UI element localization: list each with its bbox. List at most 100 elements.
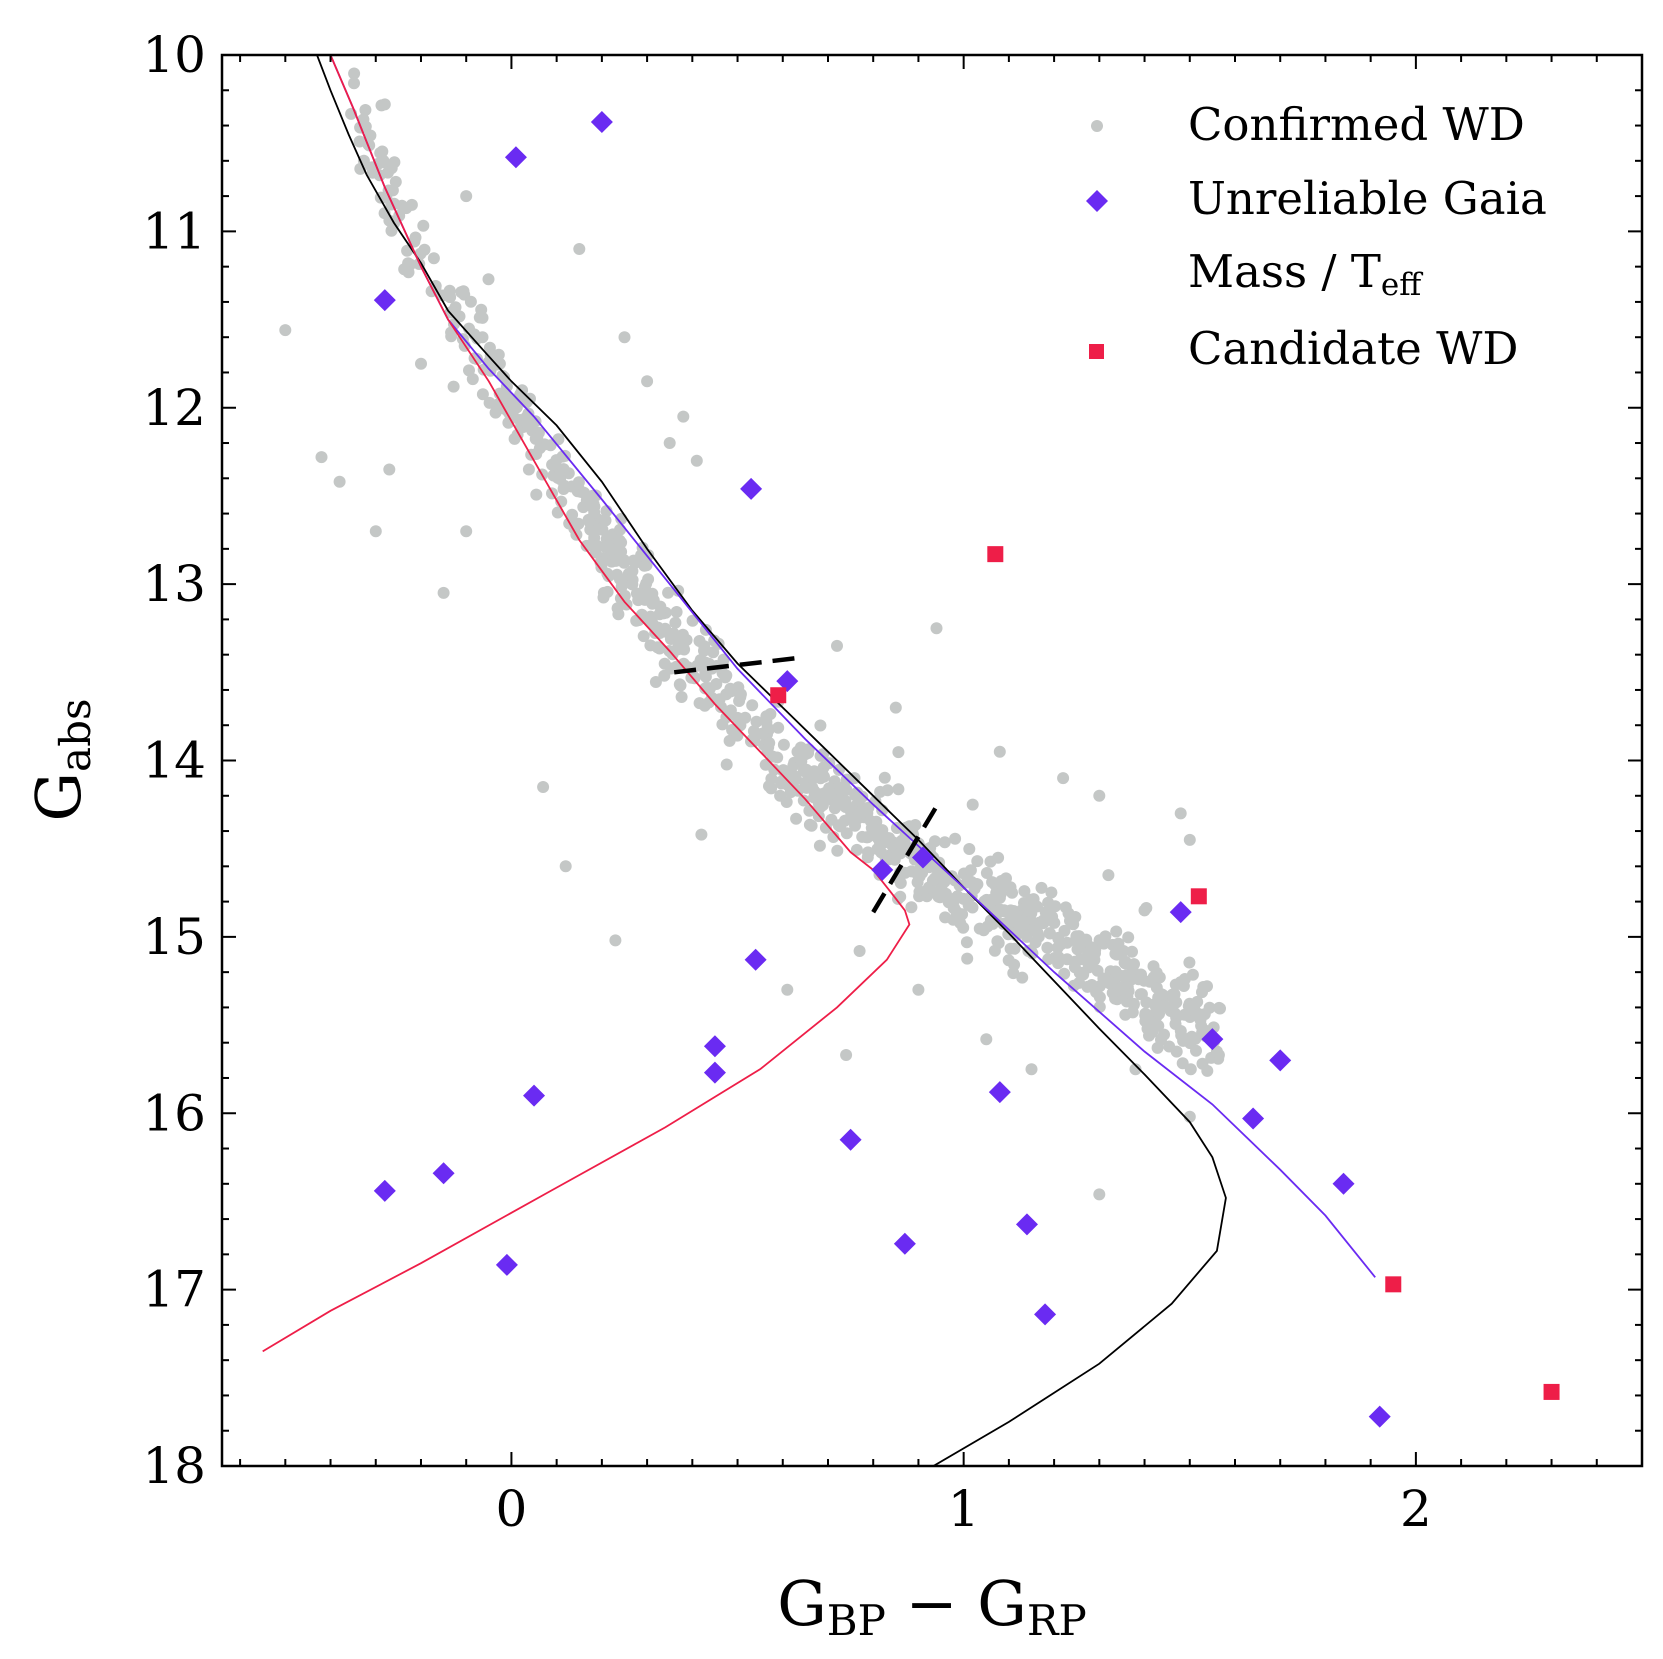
confirmed-wd-point <box>988 944 1001 957</box>
confirmed-wd-point <box>772 721 785 734</box>
confirmed-wd-point <box>531 432 544 444</box>
confirmed-wd-point <box>508 432 521 445</box>
confirmed-wd-point <box>1176 1057 1189 1070</box>
confirmed-wd-point <box>1178 973 1191 985</box>
confirmed-wd-point <box>780 796 793 808</box>
confirmed-wd-point <box>833 763 845 776</box>
legend-label-candidate: Candidate WD <box>1188 322 1518 375</box>
confirmed-wd-point <box>1213 1001 1226 1014</box>
unreliable-gaia-point <box>744 948 767 971</box>
confirmed-wd-point <box>573 243 586 255</box>
confirmed-wd-point <box>1085 941 1098 954</box>
confirmed-wd-point <box>1139 1009 1152 1022</box>
confirmed-wd-point <box>790 812 803 825</box>
confirmed-wd-point <box>1055 938 1068 950</box>
confirmed-wd-point <box>640 559 653 572</box>
confirmed-wd-point <box>1141 1022 1154 1035</box>
confirmed-wd-point <box>912 869 925 882</box>
confirmed-wd-point <box>1035 881 1048 894</box>
confirmed-wd-point <box>315 451 328 464</box>
confirmed-wd-point <box>963 843 976 855</box>
confirmed-wd-point <box>1029 936 1042 949</box>
confirmed-wd-point <box>977 924 990 937</box>
confirmed-wd-point <box>986 876 999 889</box>
confirmed-wd-point <box>1190 1044 1202 1057</box>
confirmed-wd-point <box>707 646 720 659</box>
candidate-wd-point <box>770 687 787 704</box>
confirmed-wd-point <box>892 783 905 796</box>
confirmed-wd-point <box>1016 971 1029 984</box>
confirmed-wd-point <box>1196 1057 1209 1070</box>
legend-mass-teff-sub: eff <box>1381 267 1423 303</box>
confirmed-wd-point <box>803 818 816 831</box>
confirmed-wd-point <box>746 733 759 746</box>
confirmed-wd-point <box>993 745 1006 758</box>
confirmed-wd-point <box>279 324 292 337</box>
confirmed-wd-point <box>1052 957 1065 970</box>
mass-boundary-2-line <box>871 805 939 914</box>
confirmed-wd-point <box>612 608 625 621</box>
confirmed-wd-point <box>572 476 585 489</box>
unreliable-gaia-point <box>911 846 934 869</box>
confirmed-wd-point <box>996 880 1009 893</box>
confirmed-wd-point <box>578 486 590 499</box>
confirmed-wd-point <box>720 669 733 682</box>
confirmed-wd-point <box>892 892 904 905</box>
confirmed-wd-point <box>962 899 975 911</box>
confirmed-wd-point <box>1068 955 1081 968</box>
confirmed-wd-point <box>489 406 502 419</box>
y-tick-label: 12 <box>142 379 206 437</box>
confirmed-wd-point <box>720 758 733 771</box>
confirmed-wd-point <box>966 798 979 811</box>
y-tick-label: 14 <box>142 732 206 790</box>
confirmed-wd-point <box>366 166 379 179</box>
confirmed-wd-point <box>706 691 718 704</box>
legend-marker-confirmed <box>1091 120 1103 132</box>
confirmed-wd-point <box>1057 772 1070 785</box>
confirmed-wd-point <box>784 786 797 799</box>
confirmed-wd-point <box>520 396 533 409</box>
confirmed-wd-point <box>1049 900 1062 913</box>
unreliable-gaia-point <box>1368 1405 1391 1428</box>
confirmed-wd-point <box>653 642 666 655</box>
confirmed-wd-point <box>637 630 650 643</box>
confirmed-wd-point <box>1042 953 1055 966</box>
confirmed-wd-point <box>734 688 747 701</box>
confirmed-wd-point <box>750 715 763 728</box>
confirmed-wd-point <box>1174 807 1187 820</box>
confirmed-wd-point <box>613 535 625 548</box>
confirmed-wd-point <box>602 570 615 583</box>
x-title-g1: G <box>777 1567 827 1640</box>
y-tick-label: 10 <box>142 26 206 84</box>
confirmed-wd-point <box>850 843 863 856</box>
y-axis-title: Gabs <box>22 698 100 821</box>
confirmed-wd-point <box>369 525 382 538</box>
confirmed-wd-point <box>808 784 820 797</box>
confirmed-wd-point <box>641 375 654 388</box>
unreliable-gaia-point <box>1169 901 1192 924</box>
candidate-wd-point <box>1190 888 1207 905</box>
confirmed-wd-point <box>348 77 360 90</box>
confirmed-wd-point <box>1143 975 1156 988</box>
confirmed-wd-point <box>444 291 457 304</box>
confirmed-wd-point <box>388 156 401 169</box>
confirmed-wd-point <box>632 594 645 607</box>
mass-boundary-1-line <box>673 655 797 675</box>
unreliable-gaia-point <box>523 1084 546 1107</box>
confirmed-wd-point <box>874 785 887 798</box>
confirmed-wd-point <box>865 822 878 834</box>
confirmed-wd-point <box>957 921 970 934</box>
confirmed-wd-point <box>1110 948 1123 961</box>
unreliable-gaia-point <box>988 1081 1011 1104</box>
unreliable-gaia-point <box>504 146 527 169</box>
confirmed-wd-point <box>460 525 473 538</box>
confirmed-wd-point <box>1025 1063 1038 1076</box>
confirmed-wd-point <box>1045 886 1058 899</box>
confirmed-wd-point <box>1059 901 1072 914</box>
confirmed-wd-point <box>1155 1033 1167 1046</box>
unreliable-gaia-point <box>776 670 799 693</box>
confirmed-wd-point <box>1128 958 1140 971</box>
candidate-wd-point <box>1385 1276 1402 1293</box>
confirmed-wd-point <box>1005 915 1018 927</box>
mass-teff-track-red-line <box>262 55 911 1353</box>
